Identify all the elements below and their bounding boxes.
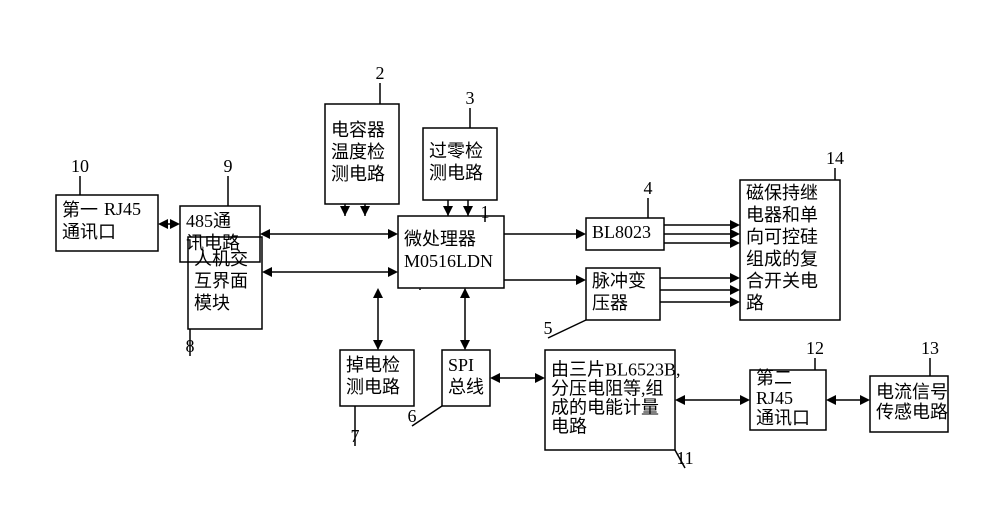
svg-text:12: 12 bbox=[806, 338, 824, 358]
svg-text:合开关电: 合开关电 bbox=[746, 271, 818, 291]
svg-text:温度检: 温度检 bbox=[331, 142, 385, 162]
svg-text:第二: 第二 bbox=[756, 368, 792, 388]
svg-text:掉电检: 掉电检 bbox=[346, 355, 400, 375]
svg-text:测电路: 测电路 bbox=[346, 377, 400, 397]
svg-text:9: 9 bbox=[224, 156, 233, 176]
svg-text:组成的复: 组成的复 bbox=[746, 249, 818, 269]
svg-text:10: 10 bbox=[71, 156, 89, 176]
svg-text:电路: 电路 bbox=[551, 417, 587, 437]
svg-text:第一: 第一 bbox=[62, 200, 98, 220]
svg-text:2: 2 bbox=[376, 63, 385, 83]
svg-text:5: 5 bbox=[544, 318, 553, 338]
svg-text:BL8023: BL8023 bbox=[592, 222, 651, 242]
svg-text:互界面: 互界面 bbox=[194, 271, 248, 291]
svg-text:由三片BL6523B,: 由三片BL6523B, bbox=[551, 360, 681, 380]
svg-text:向可控硅: 向可控硅 bbox=[746, 227, 818, 247]
svg-text:磁保持继: 磁保持继 bbox=[746, 183, 818, 203]
svg-text:通讯口: 通讯口 bbox=[756, 408, 810, 428]
svg-text:过零检: 过零检 bbox=[429, 141, 483, 161]
svg-text:485通: 485通 bbox=[186, 211, 231, 231]
svg-text:路: 路 bbox=[746, 293, 764, 313]
svg-text:RJ45: RJ45 bbox=[756, 388, 793, 408]
svg-text:分压电阻等,组: 分压电阻等,组 bbox=[551, 379, 664, 399]
svg-text:电容器: 电容器 bbox=[331, 120, 385, 140]
svg-text:14: 14 bbox=[826, 148, 844, 168]
svg-text:13: 13 bbox=[921, 338, 939, 358]
svg-text:RJ45: RJ45 bbox=[104, 199, 141, 219]
svg-text:模块: 模块 bbox=[194, 293, 230, 313]
svg-text:SPI: SPI bbox=[448, 355, 474, 375]
svg-text:讯电路: 讯电路 bbox=[186, 233, 240, 253]
svg-text:M0516LDN: M0516LDN bbox=[404, 251, 493, 271]
svg-text:通讯口: 通讯口 bbox=[62, 222, 116, 242]
svg-text:4: 4 bbox=[644, 178, 653, 198]
svg-text:3: 3 bbox=[466, 88, 475, 108]
svg-text:脉冲变: 脉冲变 bbox=[592, 271, 646, 291]
svg-text:成的电能计量: 成的电能计量 bbox=[551, 398, 659, 418]
svg-text:电流信号: 电流信号 bbox=[876, 382, 948, 402]
svg-text:测电路: 测电路 bbox=[331, 164, 385, 184]
svg-text:压器: 压器 bbox=[592, 293, 628, 313]
svg-text:测电路: 测电路 bbox=[429, 163, 483, 183]
svg-text:电器和单: 电器和单 bbox=[746, 205, 818, 225]
svg-text:传感电路: 传感电路 bbox=[876, 402, 948, 422]
svg-text:微处理器: 微处理器 bbox=[404, 229, 476, 249]
svg-text:总线: 总线 bbox=[448, 377, 484, 397]
